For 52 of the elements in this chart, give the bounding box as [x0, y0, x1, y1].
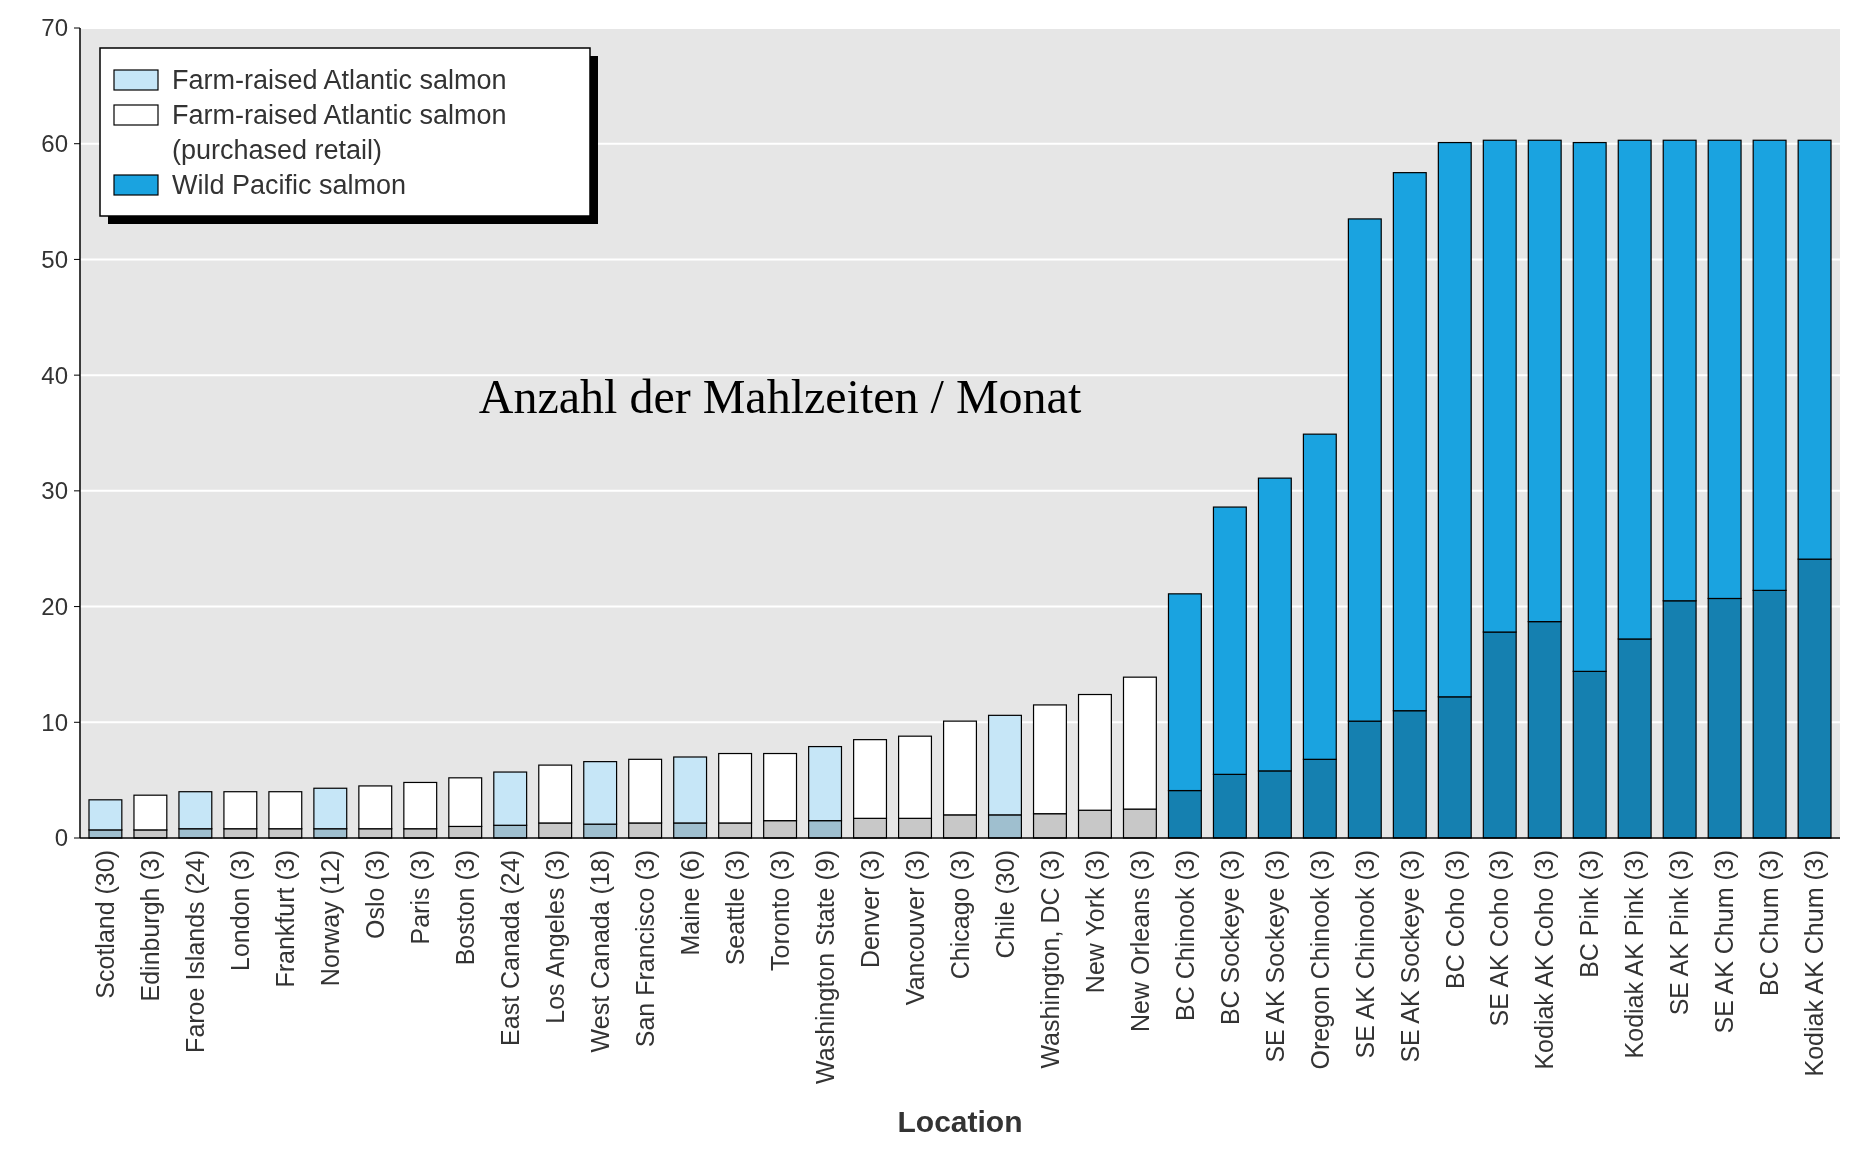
x-tick-label: Toronto (3)	[765, 850, 794, 971]
x-tick-label: SE AK Coho (3)	[1485, 850, 1514, 1027]
x-tick-label: Washington State (9)	[810, 850, 839, 1084]
x-tick-label: Edinburgh (3)	[136, 850, 165, 1002]
x-tick-label: BC Chum (3)	[1755, 850, 1784, 996]
legend-label: Farm-raised Atlantic salmon (purchased retail)	[172, 100, 507, 166]
y-tick-label: 30	[41, 477, 68, 505]
x-tick-label: Oregon Chinook (3)	[1305, 850, 1334, 1070]
x-tick-label: Boston (3)	[450, 850, 479, 966]
x-axis-title: Location	[897, 1105, 1023, 1138]
x-tick-label: SE AK Chum (3)	[1710, 850, 1739, 1034]
x-tick-label: New Orleans (3)	[1125, 850, 1154, 1032]
x-tick-label: BC Coho (3)	[1440, 850, 1469, 989]
x-tick-label: Scotland (30)	[91, 850, 120, 999]
y-tick-label: 40	[41, 361, 68, 389]
x-tick-label: SE AK Sockeye (3)	[1260, 850, 1289, 1063]
x-tick-label: Kodiak AK Coho (3)	[1530, 850, 1559, 1070]
x-tick-label: BC Sockeye (3)	[1215, 850, 1244, 1026]
y-tick-label: 70	[41, 14, 68, 42]
y-tick-label: 20	[41, 592, 68, 620]
x-tick-label: Faroe Islands (24)	[181, 850, 210, 1053]
x-tick-label: Seattle (3)	[720, 850, 749, 966]
x-tick-label: East Canada (24)	[495, 850, 524, 1046]
y-tick-label: 60	[41, 130, 68, 158]
annotation: Anzahl der Mahlzeiten / Monat	[478, 370, 1082, 423]
x-tick-label: New York (3)	[1080, 850, 1109, 994]
x-tick-label: Los Angeles (3)	[540, 850, 569, 1024]
x-tick-label: BC Chinook (3)	[1170, 850, 1199, 1021]
x-tick-label: Vancouver (3)	[900, 850, 929, 1006]
x-tick-label: Maine (6)	[675, 850, 704, 956]
x-tick-label: Kodiak AK Pink (3)	[1620, 850, 1649, 1059]
y-tick-label: 0	[54, 824, 68, 852]
x-tick-label: Denver (3)	[855, 850, 884, 969]
legend-label: Wild Pacific salmon	[172, 170, 407, 201]
x-tick-label: Chicago (3)	[945, 850, 974, 980]
x-tick-label: London (3)	[226, 850, 255, 971]
y-tick-label: 10	[41, 708, 68, 736]
x-tick-label: San Francisco (3)	[630, 850, 659, 1048]
y-tick-label: 50	[41, 245, 68, 273]
x-tick-label: Norway (12)	[316, 850, 345, 987]
x-tick-label: SE AK Pink (3)	[1665, 850, 1694, 1016]
legend-label: Farm-raised Atlantic salmon	[172, 65, 507, 96]
x-tick-label: Oslo (3)	[361, 850, 390, 939]
x-tick-label: West Canada (18)	[585, 850, 614, 1053]
x-tick-label: Kodiak AK Chum (3)	[1800, 850, 1829, 1077]
x-tick-label: BC Pink (3)	[1575, 850, 1604, 978]
x-tick-label: Washington, DC (3)	[1035, 850, 1064, 1069]
x-tick-label: SE AK Chinook (3)	[1350, 850, 1379, 1059]
x-tick-label: Paris (3)	[406, 850, 435, 945]
x-tick-label: Chile (30)	[990, 850, 1019, 959]
x-tick-label: SE AK Sockeye (3)	[1395, 850, 1424, 1063]
x-tick-label: Frankfurt (3)	[271, 850, 300, 988]
